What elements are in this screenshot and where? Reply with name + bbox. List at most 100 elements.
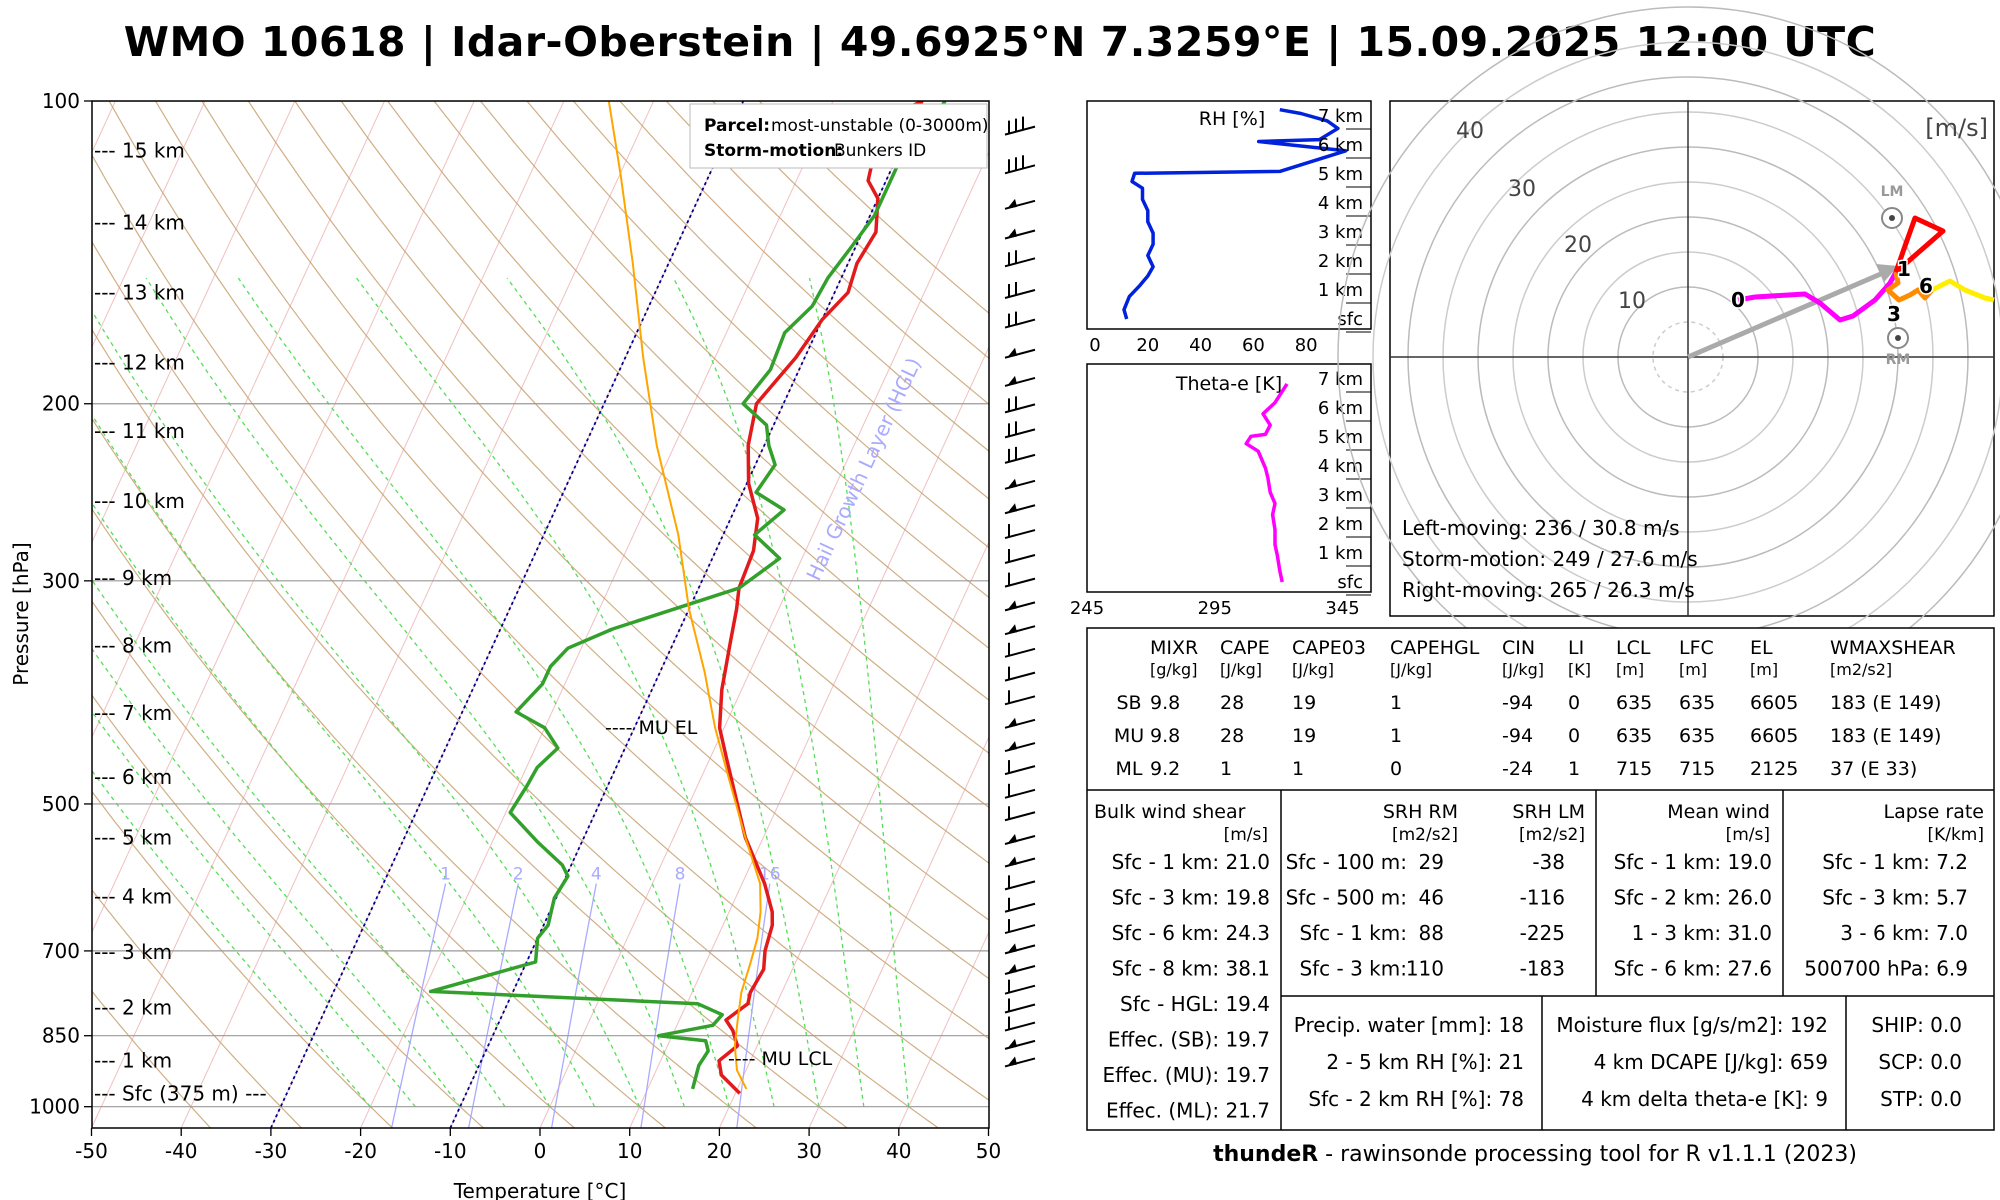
- km-label: 3 km: [1318, 222, 1363, 243]
- hodograph: 10 20 30 40 0 1 36 LM RM [m/s] Left-moving: 236…: [1337, 6, 2000, 708]
- km-label: 1 km: [1318, 543, 1363, 564]
- km-label: 5 km: [1318, 427, 1363, 448]
- ring-label: 30: [1508, 177, 1536, 202]
- x-tick-label: -40: [165, 1139, 198, 1163]
- height-label: --- 4 km: [94, 884, 172, 908]
- wind-barb: [1004, 503, 1036, 515]
- km-label: 2 km: [1318, 514, 1363, 535]
- mean-wind-row: Sfc - 2 km: 26.0: [1614, 886, 1772, 910]
- km-label: 7 km: [1318, 369, 1363, 390]
- wind-barb: [1004, 250, 1036, 268]
- height-label: --- 12 km: [94, 351, 185, 375]
- column-header: CAPEHGL: [1390, 637, 1480, 659]
- column-header: EL: [1750, 637, 1773, 659]
- table-cell: 28: [1220, 725, 1244, 747]
- y-axis-title: Pressure [hPa]: [9, 542, 33, 685]
- table-cell: 635: [1616, 725, 1652, 747]
- height-label: --- 7 km: [94, 701, 172, 725]
- table-cell: 635: [1679, 725, 1715, 747]
- srh-rm-header: SRH RM: [1383, 801, 1458, 823]
- index-row: SCP: 0.0: [1878, 1050, 1962, 1074]
- km-label: 2 km: [1318, 251, 1363, 272]
- dewpoint-line: [428, 101, 947, 1090]
- column-header: CAPE03: [1292, 637, 1366, 659]
- wind-barb: [1004, 979, 1036, 995]
- table-cell: 0: [1390, 758, 1402, 780]
- credit-rest: - rawinsonde processing tool for R v1.1.…: [1318, 1142, 1857, 1167]
- x-tick-label: 80: [1295, 335, 1318, 356]
- table-cell: 19: [1292, 725, 1316, 747]
- bws-unit: [m/s]: [1224, 825, 1268, 845]
- wind-barb: [1004, 760, 1036, 776]
- height-label: --- 5 km: [94, 826, 172, 850]
- height-label: --- 15 km: [94, 138, 185, 162]
- hgl-label: Hail Growth Layer (HGL): [801, 354, 925, 584]
- wind-barb: [1004, 806, 1036, 822]
- srh-rm-value: 29: [1419, 850, 1444, 874]
- km-label: 1 km: [1318, 280, 1363, 301]
- height-label: --- 2 km: [94, 996, 172, 1020]
- mean-wind-rows: Sfc - 1 km: 19.0 Sfc - 2 km: 26.0 1 - 3 km…: [1614, 850, 1772, 981]
- wind-barb: [1004, 666, 1036, 682]
- rh-line: [1122, 107, 1348, 320]
- table-cell: 9.8: [1150, 725, 1180, 747]
- hodograph-segment: [1930, 278, 1995, 303]
- lapse-rate-rows: Sfc - 1 km: 7.2 Sfc - 3 km: 5.7 3 - 6 km: …: [1804, 850, 1968, 981]
- p-tick-label: 500: [42, 792, 80, 816]
- column-unit: [J/kg]: [1292, 660, 1334, 679]
- bws-row: Effec. (SB): 19.7: [1108, 1028, 1270, 1052]
- column-unit: [g/kg]: [1150, 660, 1197, 679]
- table-cell: 6605: [1750, 692, 1798, 714]
- theta-e-line: [1244, 382, 1289, 583]
- ring-label: 40: [1456, 119, 1484, 144]
- x-tick-label: 0: [534, 1139, 547, 1163]
- table-thermo-params: MIXR[g/kg]CAPE[J/kg]CAPE03[J/kg]CAPEHGL[…: [1114, 637, 1956, 780]
- wind-barb: [1004, 572, 1036, 588]
- wind-barb: [1004, 741, 1036, 753]
- mean-wind-row: 1 - 3 km: 31.0: [1632, 921, 1772, 945]
- x-tick-label: 0: [1089, 335, 1100, 356]
- srh-lm-header: SRH LM: [1512, 801, 1585, 823]
- credit-name: thundeR: [1213, 1142, 1319, 1167]
- theta-e-profile: [1244, 382, 1289, 583]
- x-tick-label: -50: [75, 1139, 108, 1163]
- srh-label: Sfc - 100 m:: [1286, 850, 1407, 874]
- height-labels: --- 15 km --- 14 km --- 13 km --- 12 km --- …: [94, 138, 267, 1105]
- skewt-frame: [91, 100, 990, 1129]
- wind-barb: [1004, 198, 1036, 210]
- theta-e-axis: 7 km 6 km 5 km 4 km 3 km 2 km 1 km sfc 245 295 345: [1070, 369, 1371, 619]
- km-label: 5 km: [1318, 164, 1363, 185]
- table-cell: 2125: [1750, 758, 1798, 780]
- column-unit: [m]: [1750, 660, 1778, 679]
- x-tick-label: 40: [886, 1139, 911, 1163]
- wind-barb: [1004, 642, 1036, 658]
- wind-barb: [1004, 282, 1036, 299]
- wind-barb: [1004, 478, 1036, 490]
- km-label: sfc: [1337, 309, 1363, 330]
- column-unit: [m]: [1616, 660, 1644, 679]
- wind-barb: [1004, 998, 1036, 1014]
- x-tick-label: 20: [707, 1139, 732, 1163]
- height-label: --- 3 km: [94, 940, 172, 964]
- wind-barb: [1004, 396, 1036, 414]
- parcel-label: Parcel:: [704, 116, 770, 136]
- misc-row: 4 km DCAPE [J/kg]: 659: [1594, 1050, 1828, 1074]
- bws-title: Bulk wind shear: [1094, 801, 1246, 823]
- column-unit: [J/kg]: [1390, 660, 1432, 679]
- srh-lm-value: -183: [1520, 957, 1565, 981]
- x-tick-label: 245: [1070, 598, 1104, 619]
- parameter-table: MIXR[g/kg]CAPE[J/kg]CAPE03[J/kg]CAPEHGL[…: [1086, 627, 1995, 1131]
- height-label: --- 14 km: [94, 210, 185, 234]
- wind-barb: [1004, 833, 1036, 845]
- bws-row: Sfc - 8 km: 38.1: [1112, 957, 1270, 981]
- height-label: --- 6 km: [94, 765, 172, 789]
- bws-row: Sfc - 1 km: 21.0: [1112, 850, 1270, 874]
- column-header: MIXR: [1150, 637, 1198, 659]
- srh-rm-unit: [m2/s2]: [1392, 825, 1458, 845]
- wind-barb: [1004, 116, 1036, 136]
- wind-barb: [1004, 875, 1036, 891]
- wind-barb: [1004, 919, 1036, 935]
- wind-barb: [1004, 897, 1036, 913]
- bws-row: Sfc - 6 km: 24.3: [1112, 921, 1270, 945]
- wind-barb: [1004, 524, 1036, 540]
